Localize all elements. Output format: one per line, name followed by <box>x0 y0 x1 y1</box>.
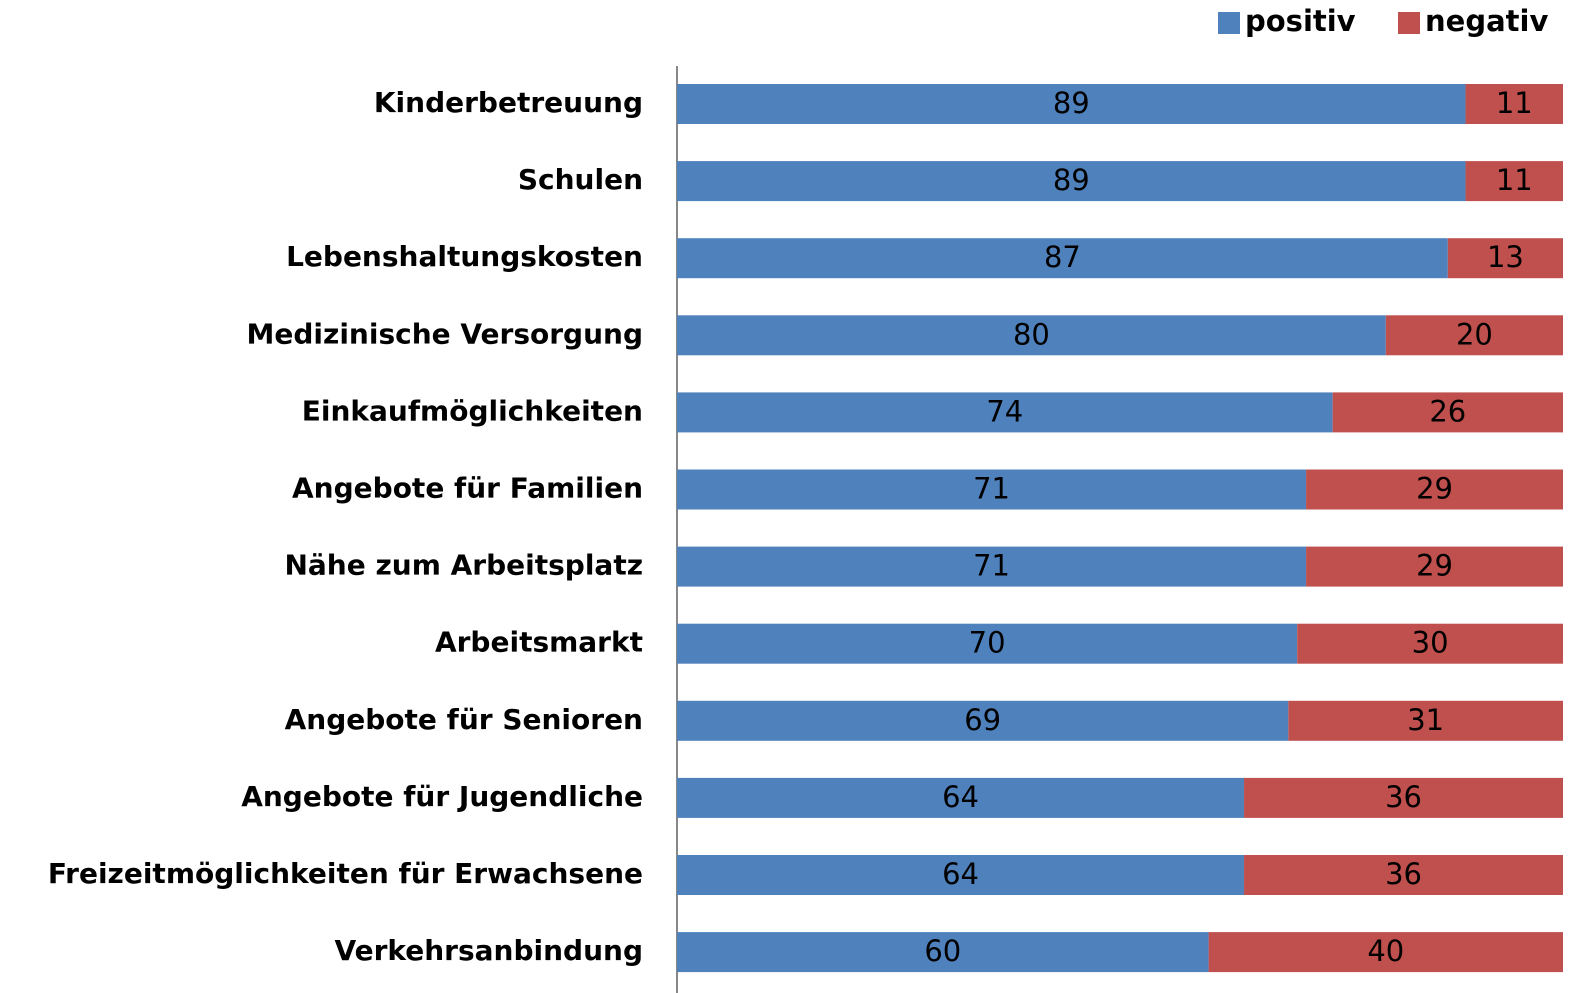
legend-label: positiv <box>1245 4 1356 38</box>
category-label: Lebenshaltungskosten <box>286 240 643 273</box>
value-label: 13 <box>1487 240 1524 274</box>
bar-segment <box>677 392 1333 433</box>
value-label: 20 <box>1456 317 1493 351</box>
value-label: 36 <box>1385 780 1422 814</box>
bar-segment <box>677 84 1466 124</box>
value-label: 80 <box>1013 317 1050 351</box>
bar-segment <box>677 855 1245 895</box>
category-label: Angebote für Senioren <box>285 703 643 736</box>
bar-segment <box>677 932 1209 973</box>
bar-segment <box>1465 161 1563 202</box>
bar-segment <box>677 238 1448 279</box>
value-label: 60 <box>924 934 961 968</box>
bar-segment <box>1297 623 1563 664</box>
value-label: 40 <box>1367 934 1404 968</box>
category-label: Einkaufmöglichkeiten <box>302 394 643 427</box>
value-label: 89 <box>1053 86 1090 120</box>
value-label: 64 <box>942 780 979 814</box>
value-label: 30 <box>1412 626 1449 660</box>
category-label: Freizeitmöglichkeiten für Erwachsene <box>48 857 643 890</box>
bar-segment <box>1288 700 1563 741</box>
category-label: Kinderbetreuung <box>374 86 643 119</box>
bar-segment <box>677 161 1466 202</box>
category-label: Nähe zum Arbeitsplatz <box>284 549 643 582</box>
bar-segment <box>1447 238 1563 279</box>
legend-label: negativ <box>1425 4 1548 38</box>
bar-segment <box>677 777 1245 818</box>
value-label: 29 <box>1416 472 1453 506</box>
value-label: 11 <box>1496 86 1533 120</box>
value-label: 70 <box>969 626 1006 660</box>
bar-segment <box>1465 84 1563 124</box>
legend-swatch <box>1398 12 1420 34</box>
value-label: 87 <box>1044 240 1081 274</box>
value-label: 31 <box>1407 703 1444 737</box>
bar-segment <box>1244 777 1563 818</box>
value-label: 71 <box>973 472 1010 506</box>
value-label: 89 <box>1053 163 1090 197</box>
value-label: 36 <box>1385 857 1422 891</box>
category-label: Angebote für Jugendliche <box>241 780 643 813</box>
bar-segment <box>1306 546 1563 587</box>
category-label: Schulen <box>518 163 643 196</box>
bar-segment <box>1332 392 1563 433</box>
value-label: 69 <box>964 703 1001 737</box>
bar-segment <box>677 315 1386 356</box>
category-label: Verkehrsanbindung <box>334 934 643 967</box>
value-label: 74 <box>986 394 1023 428</box>
category-label: Medizinische Versorgung <box>247 317 643 350</box>
bar-segment <box>1244 855 1563 895</box>
bar-segment <box>677 546 1307 587</box>
value-label: 71 <box>973 549 1010 583</box>
legend-swatch <box>1218 12 1240 34</box>
bar-segment <box>1306 469 1563 510</box>
value-label: 64 <box>942 857 979 891</box>
value-label: 26 <box>1429 394 1466 428</box>
value-label: 29 <box>1416 549 1453 583</box>
category-label: Angebote für Familien <box>292 472 643 505</box>
bar-segment <box>1385 315 1563 356</box>
value-label: 11 <box>1496 163 1533 197</box>
bar-segment <box>677 623 1298 664</box>
bar-segment <box>677 700 1289 741</box>
category-label: Arbeitsmarkt <box>435 626 643 659</box>
bar-segment <box>1208 932 1563 973</box>
bar-segment <box>677 469 1307 510</box>
